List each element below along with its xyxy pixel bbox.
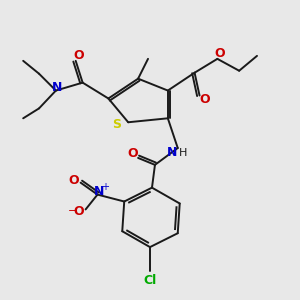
Text: O: O [68,174,79,187]
Text: N: N [94,185,105,198]
Text: O: O [199,93,210,106]
Text: O: O [74,50,84,62]
Text: N: N [167,146,177,160]
Text: O: O [214,47,225,60]
Text: O: O [128,148,139,160]
Text: Cl: Cl [143,274,157,287]
Text: N: N [52,81,62,94]
Text: H: H [178,148,187,158]
Text: +: + [101,182,110,192]
Text: S: S [112,118,121,131]
Text: −: − [68,206,77,216]
Text: O: O [74,205,84,218]
